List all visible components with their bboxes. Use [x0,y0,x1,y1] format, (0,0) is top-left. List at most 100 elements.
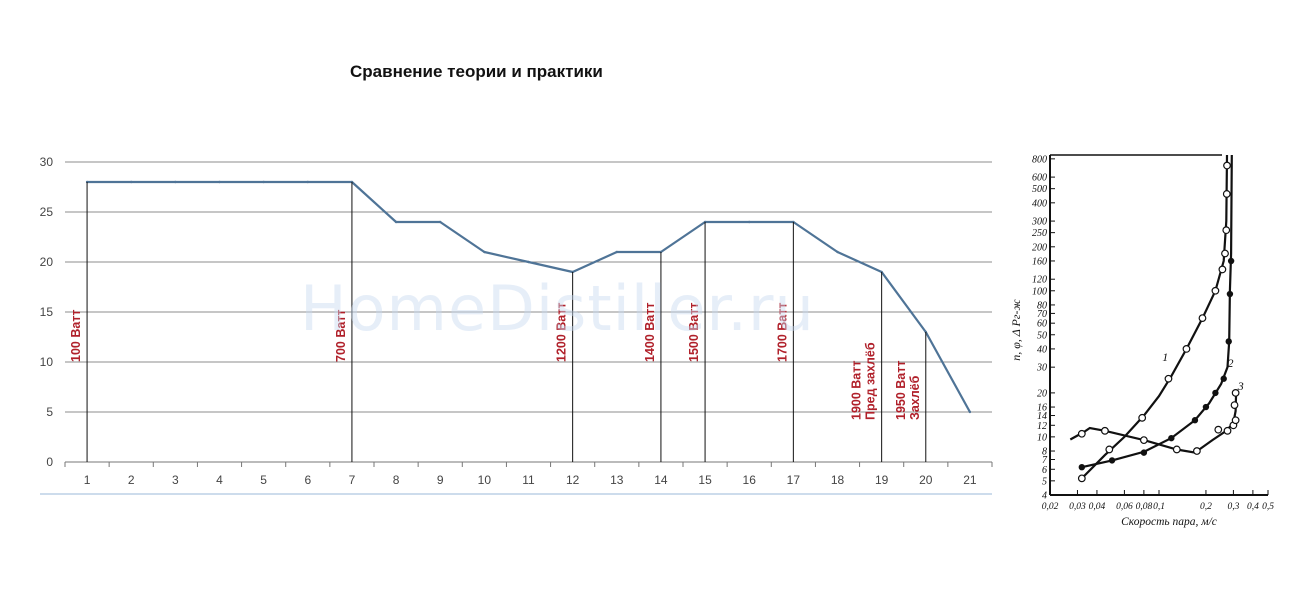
x-tick-label: 5 [260,473,267,487]
y-tick-label: 7 [1042,455,1048,466]
y-tick-label: 50 [1037,330,1047,341]
x-tick-label: 11 [522,473,535,487]
series-2-point [1226,290,1234,298]
annotation-label: 1200 Ватт [555,302,569,362]
y-tick-label: 10 [1037,432,1047,443]
x-tick-label: 0,4 [1247,502,1259,512]
annotation-label: 1900 Ватт [850,360,864,420]
series-2-point [1191,417,1199,424]
series-3-point [1223,426,1232,435]
series-3-point [1231,388,1240,397]
data-point [174,180,177,184]
y-tick-label: 4 [1042,491,1047,502]
series-2-point [1140,449,1148,456]
series-2-point [1227,257,1235,265]
y-tick-label: 300 [1031,217,1047,228]
series-3-point [1193,447,1201,455]
y-tick-label: 0 [46,455,53,469]
y-tick-label: 160 [1032,256,1047,267]
y-tick-label: 800 [1032,154,1047,165]
y-tick-label: 400 [1032,198,1047,209]
series-1-point [1182,345,1191,353]
x-tick-label: 0,06 [1116,502,1133,512]
data-point [130,180,133,184]
series-2-point [1108,457,1116,464]
series-2-label: 2 [1228,356,1234,370]
x-tick-label: 1 [84,473,91,487]
series-2-point [1078,463,1086,471]
y-tick-label: 40 [1037,344,1047,355]
series-2-point [1168,434,1175,442]
data-point [527,260,530,264]
x-tick-label: 8 [393,473,400,487]
annotation-label: Захлёб [908,375,922,420]
series-1-point [1105,445,1114,454]
series-3-point [1172,445,1181,454]
x-tick-label: 0,5 [1262,502,1274,512]
annotation-label: 1950 Ватт [894,360,908,420]
series-3-point [1077,429,1086,438]
data-point [748,220,751,224]
series-1-point [1222,226,1231,235]
x-tick-label: 0,02 [1042,502,1059,512]
series-3-point [1214,425,1223,434]
chart-title: Сравнение теории и практики [350,62,603,81]
series-3-label: 3 [1237,379,1244,393]
y-tick-label: 30 [40,155,54,169]
x-tick-label: 0,08 [1136,502,1153,512]
series-1-point [1218,265,1227,274]
data-point [439,220,442,224]
annotation-label: 1700 Ватт [775,302,789,362]
x-tick-label: 0,2 [1200,502,1212,512]
y-tick-label: 30 [1036,363,1047,374]
series-1-point [1221,249,1229,258]
y-tick-label: 25 [40,205,54,219]
x-tick-label: 0,03 [1069,502,1086,512]
series-1-point [1211,286,1220,295]
series-3-point [1139,436,1148,445]
x-tick-label: 15 [698,473,712,487]
series-2-point [1220,375,1227,382]
y-tick-label: 100 [1032,286,1047,297]
y-tick-label: 6 [1042,465,1047,476]
y-tick-label: 70 [1037,309,1047,320]
x-tick-label: 0,3 [1227,502,1239,512]
x-tick-label: 17 [787,473,801,487]
annotation-label: 700 Ватт [334,309,348,362]
data-point [968,410,972,414]
x-tick-label: 9 [437,473,444,487]
y-tick-label: 12 [1037,421,1047,432]
y-tick-label: 120 [1032,275,1047,286]
x-tick-label: 0,1 [1153,502,1165,512]
series-1-point [1222,190,1231,198]
y-tick-label: 8 [1042,447,1047,458]
x-tick-label: 0,04 [1089,502,1106,512]
y-tick-label: 5 [46,405,53,419]
x-axis-label: Скорость пара, м/с [1121,516,1217,528]
series-2-point [1225,338,1232,345]
data-point [394,220,398,224]
y-tick-label: 600 [1032,173,1047,184]
y-tick-label: 5 [1042,476,1047,487]
x-tick-label: 7 [349,473,356,487]
x-tick-label: 18 [831,473,845,487]
y-tick-label: 10 [40,355,54,369]
data-point [836,250,839,254]
y-tick-label: 500 [1032,184,1047,195]
x-tick-label: 3 [172,473,179,487]
series-1-point [1164,374,1173,383]
series-3-point [1230,401,1239,409]
x-tick-label: 16 [743,473,757,487]
series-3-point [1231,416,1240,425]
x-tick-label: 19 [875,473,889,487]
x-tick-label: 13 [610,473,624,487]
data-point [615,250,618,254]
x-tick-label: 4 [216,473,223,487]
data-point [306,180,309,184]
x-tick-label: 2 [128,473,135,487]
x-tick-label: 6 [304,473,311,487]
x-tick-label: 21 [963,473,977,487]
y-tick-label: 20 [1037,388,1047,399]
